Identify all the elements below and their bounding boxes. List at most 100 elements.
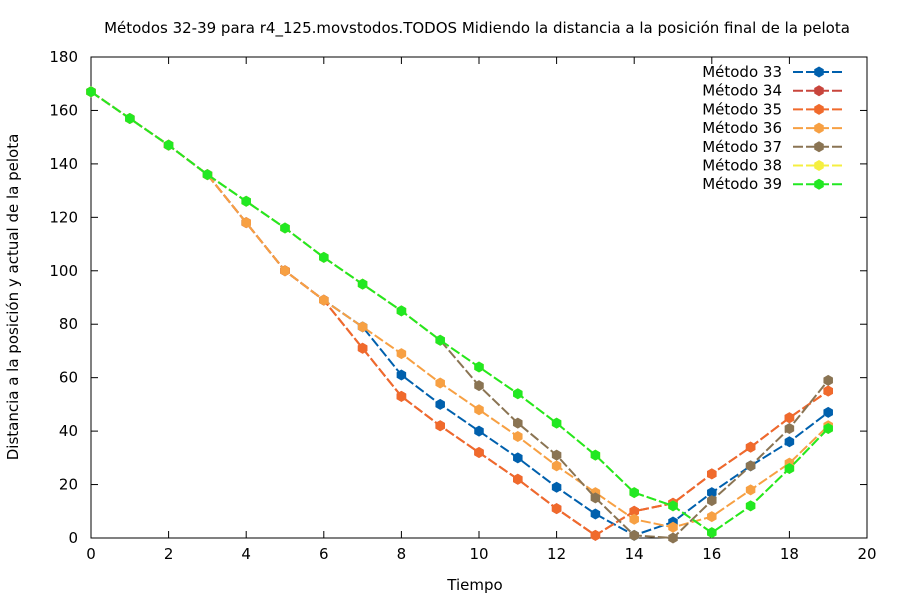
data-point: [551, 417, 562, 429]
data-point: [396, 305, 407, 317]
legend-swatch-marker: [814, 66, 824, 78]
data-point: [707, 495, 717, 507]
y-tick-label: 20: [59, 476, 78, 494]
data-point: [435, 398, 445, 410]
data-point: [513, 473, 523, 485]
data-point: [396, 369, 407, 381]
data-point: [629, 513, 639, 525]
data-point: [590, 508, 601, 520]
legend-swatch-marker: [814, 178, 824, 190]
legend-item: Método 37: [702, 138, 845, 156]
y-tick-label: 100: [49, 262, 78, 280]
data-point: [707, 511, 717, 523]
data-point: [474, 380, 484, 392]
data-point: [707, 468, 717, 480]
data-point: [551, 481, 562, 493]
y-tick-label: 60: [59, 369, 78, 387]
legend-label: Método 35: [702, 100, 782, 118]
data-point: [823, 406, 833, 418]
data-point: [823, 385, 833, 397]
series-7: [86, 86, 833, 539]
data-point: [241, 195, 251, 207]
data-point: [319, 294, 329, 306]
legend-swatch-marker: [814, 103, 824, 115]
data-point: [590, 449, 601, 461]
data-point: [590, 492, 601, 504]
data-point: [319, 251, 329, 263]
data-point: [629, 505, 639, 517]
data-point: [745, 484, 756, 496]
data-point: [551, 503, 562, 515]
x-tick-label: 4: [241, 545, 251, 563]
y-tick-label: 160: [49, 101, 78, 119]
data-point: [241, 217, 251, 229]
data-point: [823, 422, 833, 434]
data-point: [474, 404, 484, 416]
data-point: [745, 500, 756, 512]
data-point: [474, 446, 484, 458]
x-tick-label: 0: [86, 545, 96, 563]
data-point: [668, 532, 678, 544]
series-line: [90, 90, 829, 529]
legend-item: Método 35: [702, 100, 845, 118]
legend-item: Método 38: [702, 157, 845, 175]
series-line: [90, 90, 829, 534]
data-point: [513, 388, 523, 400]
data-point: [784, 412, 795, 424]
data-point: [435, 420, 445, 432]
data-point: [784, 463, 795, 475]
data-point: [823, 374, 833, 386]
x-tick-label: 8: [397, 545, 407, 563]
data-point: [202, 169, 213, 181]
data-point: [396, 348, 407, 360]
data-point: [513, 430, 523, 442]
x-tick-label: 18: [780, 545, 799, 563]
y-tick-label: 0: [68, 529, 78, 547]
data-point: [707, 527, 717, 539]
legend-swatch-marker: [814, 141, 824, 153]
legend-swatch-marker: [814, 122, 824, 134]
x-tick-label: 10: [469, 545, 488, 563]
x-tick-label: 16: [702, 545, 721, 563]
series-line: [90, 90, 829, 537]
data-point: [745, 441, 756, 453]
data-point: [86, 86, 96, 98]
data-point: [474, 361, 484, 373]
y-tick-label: 180: [49, 48, 78, 66]
data-point: [784, 436, 795, 448]
data-point: [125, 112, 135, 124]
data-point: [357, 278, 368, 290]
legend-swatch-marker: [814, 160, 824, 171]
data-point: [513, 452, 523, 464]
x-tick-label: 2: [164, 545, 174, 563]
legend-item: Método 36: [702, 119, 845, 137]
data-point: [551, 460, 562, 472]
data-point: [435, 334, 445, 346]
data-point: [435, 377, 445, 389]
axis-ticks: 0 2 4 6 8 10 12 14 16 18 20 0 20 40 60 80 100 120 140 160 18…: [49, 48, 876, 563]
x-axis-label: Tiempo: [446, 576, 502, 594]
x-tick-label: 14: [625, 545, 644, 563]
legend-item: Método 39: [702, 175, 845, 193]
legend-label: Método 33: [702, 63, 782, 81]
series-layer: [86, 86, 833, 544]
legend-item: Método 34: [702, 82, 845, 100]
legend-item: Método 33: [702, 63, 845, 81]
legend-label: Método 38: [702, 157, 782, 175]
data-point: [668, 521, 678, 533]
data-point: [280, 265, 290, 277]
data-point: [474, 425, 484, 437]
legend-label: Método 39: [702, 175, 782, 193]
legend-label: Método 36: [702, 119, 782, 137]
y-tick-label: 140: [49, 155, 78, 173]
legend-label: Método 37: [702, 138, 782, 156]
data-point: [513, 417, 523, 429]
data-point: [357, 342, 368, 354]
data-point: [357, 321, 368, 333]
data-point: [668, 500, 678, 512]
x-tick-label: 6: [319, 545, 329, 563]
data-point: [707, 487, 717, 499]
legend-label: Método 34: [702, 82, 782, 100]
data-point: [396, 390, 407, 402]
